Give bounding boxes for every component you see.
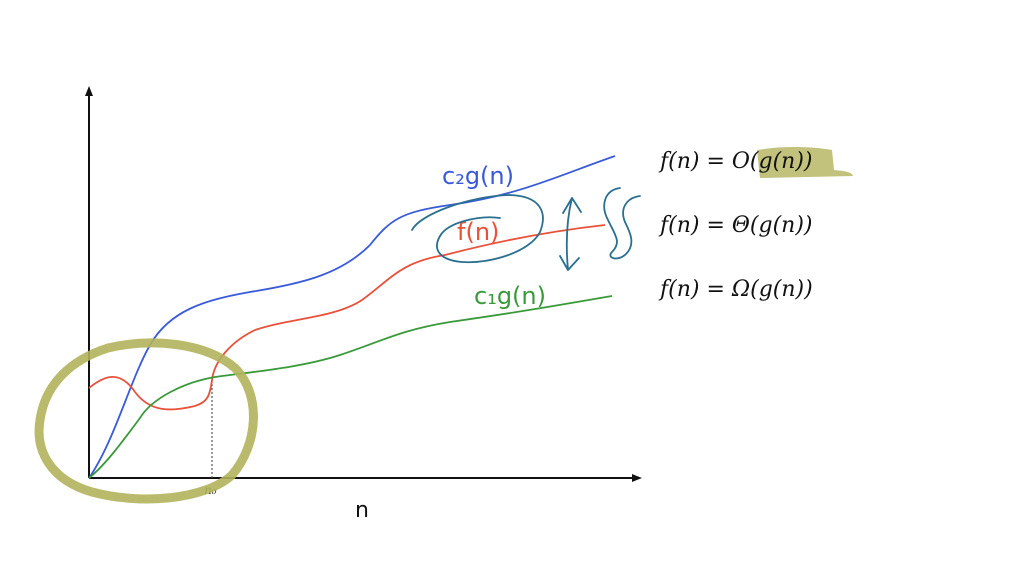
axes [85, 86, 642, 482]
upper-bound-curve [88, 155, 616, 479]
lower-curve-label: c₁g(n) [474, 282, 546, 310]
lower-bound-curve [88, 295, 613, 479]
squiggle-mark [603, 187, 641, 260]
upper-curve-label: c₂g(n) [442, 162, 514, 190]
f-curve [88, 224, 606, 411]
x-axis-label: n [355, 498, 369, 523]
ink-annotations [411, 187, 641, 271]
y-axis-arrow [85, 86, 93, 96]
f-curve-label: f(n) [457, 218, 499, 246]
origin-region-circle [34, 338, 258, 504]
big-o-highlight [757, 147, 853, 178]
vertical-arrow-mark [559, 197, 582, 271]
f-circle-mark [411, 194, 544, 264]
x-axis-arrow [632, 474, 642, 482]
big-omega-formula: f(n) = Ω(g(n)) [658, 277, 813, 302]
big-o-formula: f(n) = O(g(n)) [658, 149, 813, 174]
big-theta-formula: f(n) = Θ(g(n)) [658, 213, 813, 238]
